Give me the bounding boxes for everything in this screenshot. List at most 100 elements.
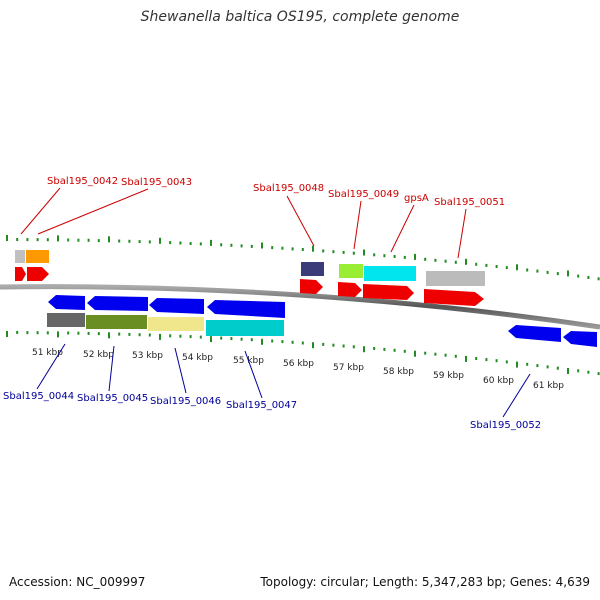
- gene-arrow[interactable]: [508, 325, 561, 342]
- gene-label[interactable]: Sbal195_0047: [226, 400, 297, 411]
- minor-tick: [546, 270, 549, 274]
- genome-title: Shewanella baltica OS195, complete genom…: [140, 9, 460, 25]
- minor-tick: [475, 262, 478, 266]
- minor-tick: [444, 259, 447, 263]
- gene-label[interactable]: gpsA: [404, 193, 429, 204]
- kbp-label: 54 kbp: [182, 353, 213, 363]
- minor-tick: [393, 348, 396, 352]
- minor-tick: [301, 248, 304, 251]
- major-tick: [312, 245, 314, 252]
- minor-tick: [179, 334, 182, 338]
- minor-tick: [240, 244, 243, 248]
- major-tick: [6, 235, 8, 241]
- minor-tick: [46, 331, 49, 335]
- gene-arrow[interactable]: [363, 284, 414, 300]
- gene-arrow[interactable]: [300, 279, 323, 294]
- major-tick: [516, 264, 518, 271]
- minor-tick: [434, 258, 437, 262]
- major-tick: [6, 331, 8, 337]
- gene-arrow[interactable]: [338, 282, 362, 297]
- minor-tick: [230, 243, 233, 247]
- gene-block[interactable]: [426, 271, 485, 286]
- minor-tick: [322, 342, 325, 346]
- minor-tick: [281, 246, 284, 250]
- minor-tick: [393, 255, 396, 258]
- leader-line: [174, 347, 187, 394]
- minor-tick: [67, 238, 70, 242]
- accession-text: Accession: NC_009997: [9, 575, 146, 589]
- minor-tick: [281, 340, 284, 344]
- minor-tick: [485, 263, 488, 267]
- major-tick: [363, 249, 365, 256]
- kbp-label: 53 kbp: [132, 351, 163, 361]
- bottom-gene-labels: Sbal195_0044 Sbal195_0045 Sbal195_0046 S…: [3, 391, 541, 431]
- minor-tick: [342, 250, 345, 254]
- gene-block[interactable]: [301, 262, 324, 276]
- gene-label[interactable]: Sbal195_0045: [77, 393, 148, 404]
- minor-tick: [87, 238, 90, 242]
- minor-tick: [424, 257, 427, 261]
- gene-block[interactable]: [47, 313, 85, 327]
- minor-tick: [169, 334, 172, 338]
- top-gene-labels: Sbal195_0042 Sbal195_0043 Sbal195_0048 S…: [47, 176, 505, 208]
- gene-arrow[interactable]: [27, 267, 49, 281]
- leader-line: [457, 208, 467, 259]
- gene-label[interactable]: Sbal195_0048: [253, 183, 324, 194]
- gene-label[interactable]: Sbal195_0052: [470, 420, 541, 431]
- kbp-label: 56 kbp: [283, 359, 314, 369]
- minor-tick: [597, 277, 600, 281]
- major-tick: [414, 350, 416, 357]
- gene-arrow[interactable]: [87, 296, 148, 311]
- minor-tick: [383, 347, 386, 351]
- minor-tick: [36, 331, 39, 335]
- minor-tick: [424, 351, 427, 355]
- gene-block[interactable]: [148, 317, 204, 331]
- gene-block[interactable]: [364, 266, 416, 281]
- lower-strand-arrows: [48, 295, 597, 347]
- top-leader-lines: [20, 187, 467, 259]
- gene-arrow[interactable]: [149, 298, 204, 314]
- gene-arrow[interactable]: [424, 289, 484, 306]
- kbp-label: 52 kbp: [83, 350, 114, 360]
- minor-tick: [444, 353, 447, 357]
- gene-block[interactable]: [206, 320, 284, 336]
- gene-block[interactable]: [339, 264, 363, 278]
- minor-tick: [220, 243, 223, 247]
- gene-block[interactable]: [86, 315, 147, 329]
- gene-block[interactable]: [15, 250, 25, 263]
- minor-tick: [495, 359, 498, 363]
- gene-label[interactable]: Sbal195_0043: [121, 177, 192, 188]
- minor-tick: [220, 336, 223, 340]
- minor-tick: [271, 339, 274, 343]
- minor-tick: [475, 357, 478, 360]
- gene-arrow[interactable]: [15, 267, 26, 281]
- major-tick: [567, 368, 569, 374]
- gene-arrow[interactable]: [563, 331, 597, 347]
- lower-tick-track: [6, 331, 600, 376]
- gene-label[interactable]: Sbal195_0042: [47, 176, 118, 187]
- minor-tick: [199, 335, 202, 339]
- gene-label[interactable]: Sbal195_0046: [150, 396, 221, 407]
- bottom-leader-lines: [36, 343, 531, 418]
- minor-tick: [179, 241, 182, 245]
- gene-label[interactable]: Sbal195_0051: [434, 197, 505, 208]
- kbp-label: 59 kbp: [433, 371, 464, 381]
- minor-tick: [118, 332, 121, 336]
- minor-tick: [485, 358, 488, 362]
- gene-arrow[interactable]: [48, 295, 85, 310]
- kbp-label: 58 kbp: [383, 367, 414, 377]
- minor-tick: [373, 253, 376, 257]
- minor-tick: [342, 344, 345, 348]
- minor-tick: [128, 332, 131, 336]
- major-tick: [312, 342, 314, 349]
- gene-block[interactable]: [26, 250, 49, 263]
- major-tick: [465, 258, 467, 265]
- gene-label[interactable]: Sbal195_0049: [328, 189, 399, 200]
- major-tick: [210, 239, 212, 246]
- minor-tick: [118, 239, 121, 243]
- minor-tick: [26, 238, 29, 242]
- gene-arrow[interactable]: [207, 300, 285, 318]
- gene-label[interactable]: Sbal195_0044: [3, 391, 74, 402]
- kbp-label: 60 kbp: [483, 376, 514, 386]
